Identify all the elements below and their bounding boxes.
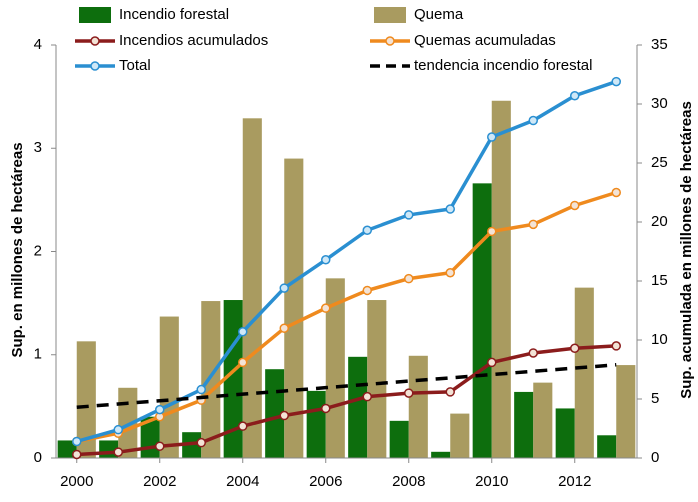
bar bbox=[159, 316, 179, 458]
bar bbox=[597, 435, 617, 458]
x-tick-label: 2002 bbox=[143, 473, 176, 490]
legend-label: tendencia incendio forestal bbox=[414, 57, 592, 74]
legend-label: Quemas acumuladas bbox=[414, 32, 556, 49]
line-marker bbox=[362, 391, 372, 402]
line-marker bbox=[611, 187, 621, 198]
line-marker bbox=[487, 226, 497, 237]
x-tick-label: 2008 bbox=[392, 473, 425, 490]
y-tick-label: 2 bbox=[34, 242, 42, 259]
y2-tick-label: 35 bbox=[651, 36, 668, 53]
legend-label: Incendio forestal bbox=[119, 6, 229, 23]
line-marker bbox=[155, 404, 165, 415]
line-marker bbox=[570, 90, 580, 101]
line-marker bbox=[404, 273, 414, 284]
bar bbox=[348, 356, 368, 458]
bar bbox=[555, 408, 575, 458]
line-marker bbox=[487, 357, 497, 368]
bar bbox=[514, 391, 534, 458]
line-marker bbox=[445, 387, 455, 397]
bar bbox=[57, 440, 77, 458]
line-marker bbox=[445, 204, 455, 214]
y2-tick-label: 20 bbox=[651, 213, 668, 230]
line-marker bbox=[611, 76, 621, 87]
bar bbox=[367, 300, 387, 458]
y-tick-label: 4 bbox=[34, 36, 42, 53]
line bbox=[76, 79, 617, 444]
line-marker bbox=[611, 341, 621, 351]
line-marker bbox=[113, 424, 123, 435]
bar bbox=[242, 118, 262, 459]
line-marker bbox=[238, 357, 248, 368]
line-marker bbox=[445, 267, 455, 278]
line-marker bbox=[487, 132, 497, 142]
legend-swatch bbox=[374, 7, 406, 23]
line-marker bbox=[72, 449, 82, 460]
y2-tick-label: 0 bbox=[651, 449, 659, 466]
legend-label: Incendios acumulados bbox=[119, 32, 268, 49]
x-tick-label: 2010 bbox=[475, 473, 508, 490]
legend-swatch bbox=[79, 7, 111, 23]
y2-tick-label: 25 bbox=[651, 154, 668, 171]
line-marker bbox=[196, 437, 206, 448]
bar bbox=[325, 278, 345, 458]
line bbox=[76, 344, 617, 457]
bar bbox=[616, 365, 636, 458]
line-marker bbox=[528, 348, 538, 358]
line-marker bbox=[113, 447, 123, 457]
bar bbox=[431, 451, 451, 458]
y-tick-label: 0 bbox=[34, 449, 42, 466]
y2-axis-title: Sup. acumulada en millones de hectáreas bbox=[678, 101, 695, 399]
y2-tick-label: 5 bbox=[651, 390, 659, 407]
y-tick-label: 1 bbox=[34, 346, 42, 363]
line-marker bbox=[196, 384, 206, 395]
bar bbox=[201, 301, 221, 458]
bar bbox=[408, 355, 428, 458]
line-marker bbox=[279, 410, 289, 421]
bar bbox=[491, 100, 511, 458]
line-marker bbox=[238, 326, 248, 337]
line-marker bbox=[362, 285, 372, 296]
line-marker bbox=[321, 403, 331, 414]
y2-tick-label: 30 bbox=[651, 95, 668, 112]
y2-tick-label: 10 bbox=[651, 331, 668, 348]
bar bbox=[76, 341, 96, 458]
line-marker bbox=[279, 283, 289, 293]
y-axis-title: Sup. en millones de hectáreas bbox=[9, 142, 26, 357]
line-marker bbox=[528, 115, 538, 126]
x-tick-label: 2000 bbox=[60, 473, 93, 490]
bar bbox=[284, 158, 304, 458]
bar bbox=[533, 382, 553, 458]
bar bbox=[306, 390, 326, 458]
y2-tick-label: 15 bbox=[651, 272, 668, 289]
line-marker bbox=[321, 255, 331, 265]
line-marker bbox=[570, 343, 580, 354]
y-tick-label: 3 bbox=[34, 139, 42, 156]
line-marker bbox=[528, 219, 538, 230]
x-tick-label: 2012 bbox=[558, 473, 591, 490]
trend-line bbox=[76, 363, 617, 410]
legend-marker bbox=[90, 36, 100, 46]
bar bbox=[389, 420, 409, 458]
line-marker bbox=[279, 323, 289, 333]
line-marker bbox=[362, 225, 372, 236]
line-marker bbox=[238, 421, 248, 431]
line-marker bbox=[155, 441, 165, 451]
bar bbox=[472, 183, 492, 459]
bar bbox=[450, 413, 470, 458]
legend-label: Total bbox=[119, 57, 151, 74]
legend-marker bbox=[90, 61, 100, 71]
line-marker bbox=[72, 436, 82, 447]
line-marker bbox=[404, 210, 414, 220]
legend-label: Quema bbox=[414, 6, 464, 23]
line-marker bbox=[404, 388, 414, 398]
x-tick-label: 2004 bbox=[226, 473, 259, 490]
x-tick-label: 2006 bbox=[309, 473, 342, 490]
line bbox=[76, 190, 617, 444]
line-marker bbox=[570, 200, 580, 211]
legend-marker bbox=[385, 36, 395, 46]
line-marker bbox=[321, 303, 331, 313]
bar bbox=[574, 287, 594, 458]
